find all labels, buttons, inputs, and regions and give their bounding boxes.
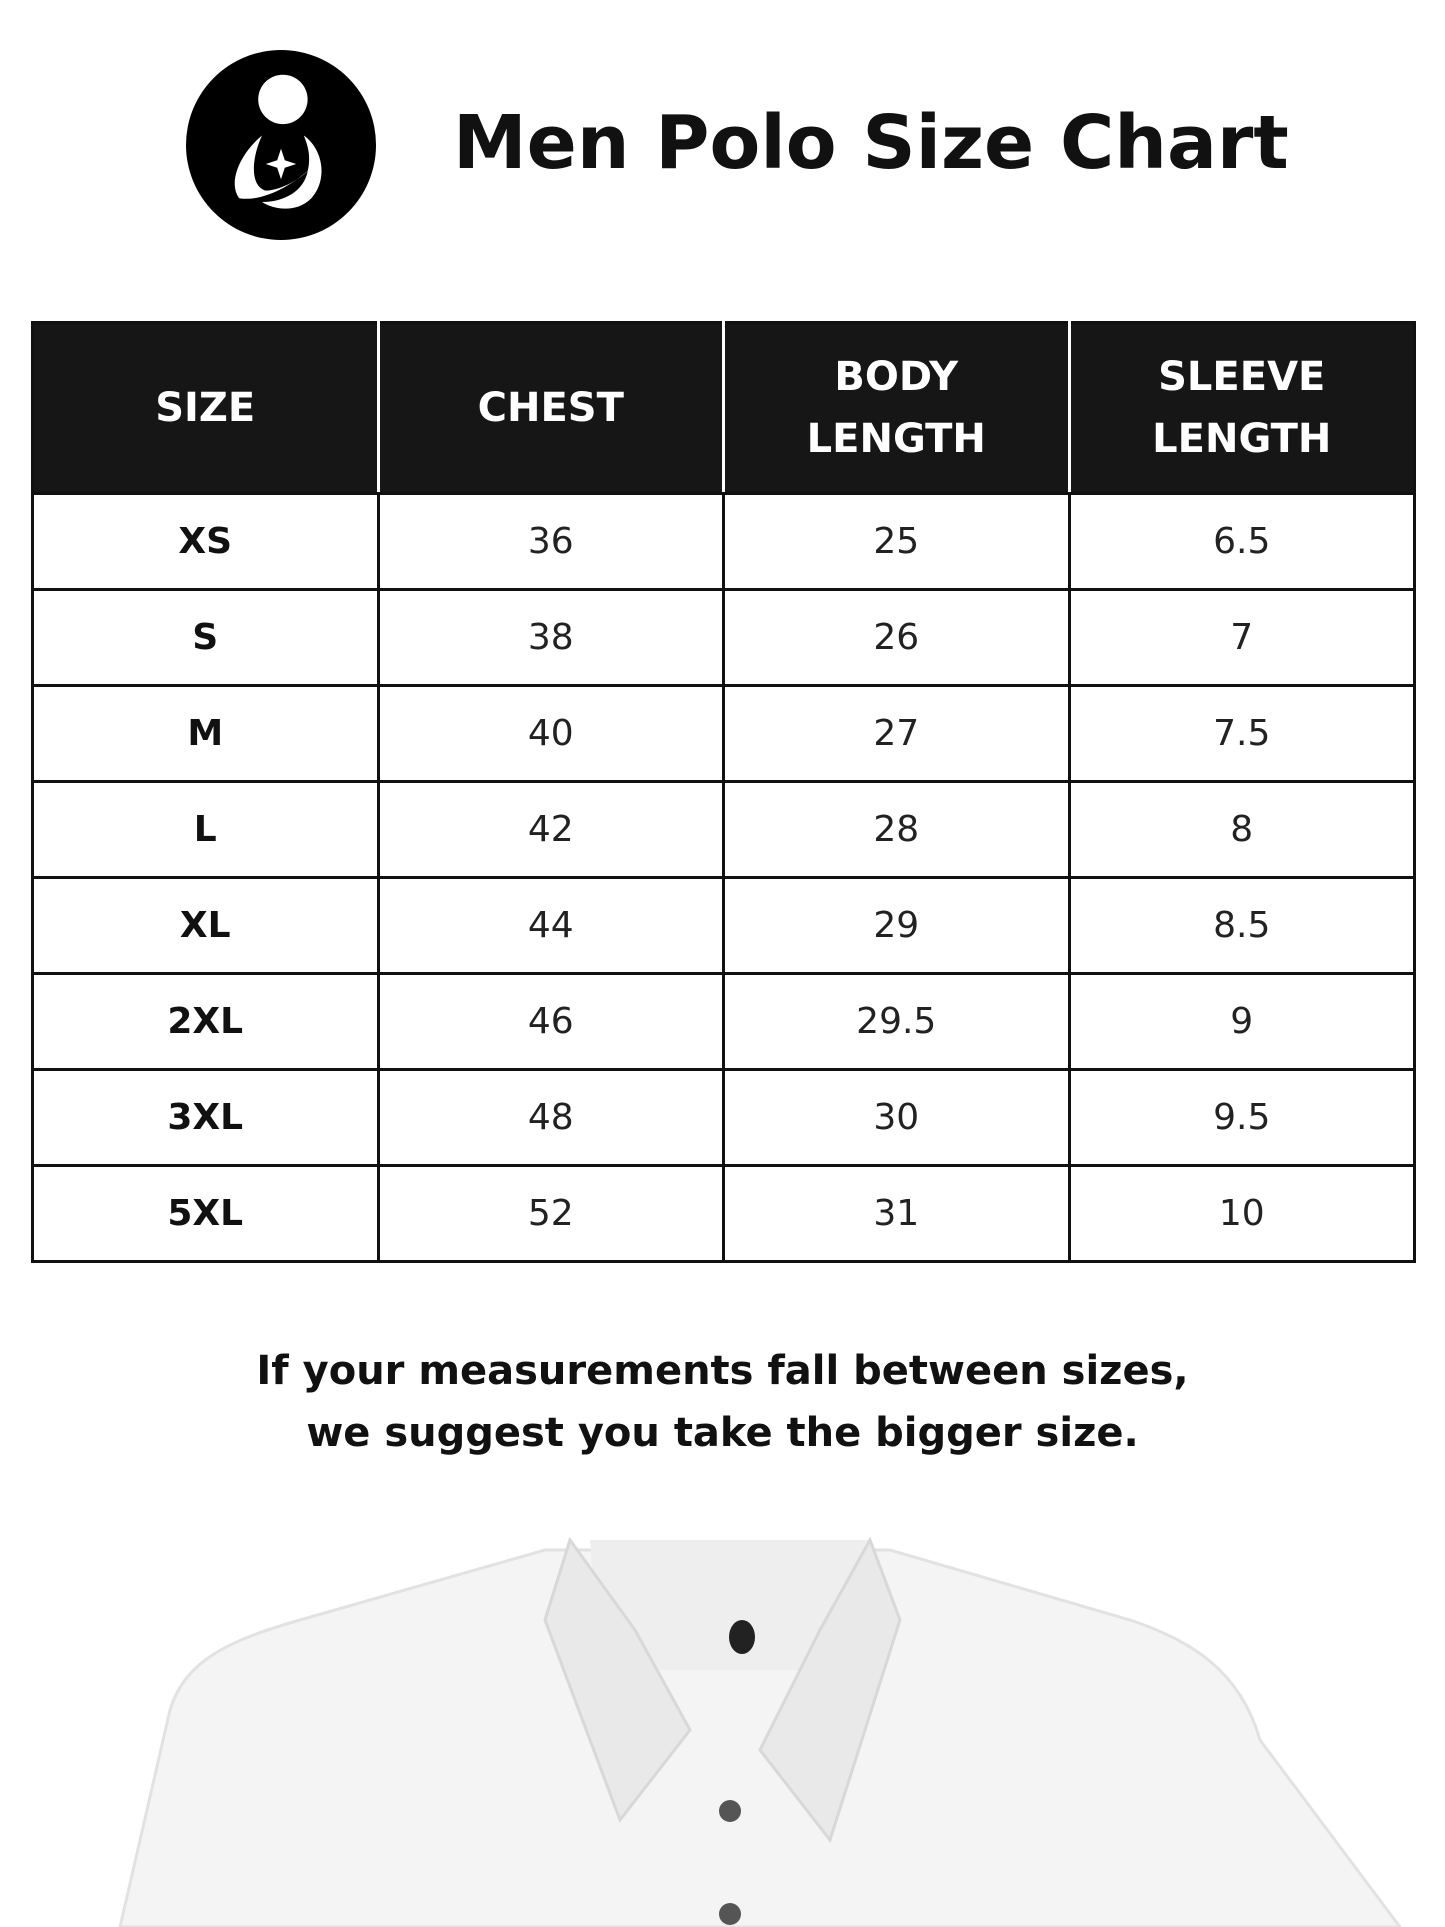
size-cell: XL <box>31 876 380 975</box>
column-header-size: SIZE <box>31 321 380 495</box>
table-row: M 40 27 7.5 <box>31 684 1416 783</box>
sleeve-length-cell: 9 <box>1067 972 1416 1071</box>
column-header-body-length: BODY LENGTH <box>722 321 1071 495</box>
sleeve-length-cell: 9.5 <box>1067 1068 1416 1167</box>
page-title: Men Polo Size Chart <box>453 100 1289 186</box>
sleeve-length-cell: 7.5 <box>1067 684 1416 783</box>
chest-cell: 40 <box>376 684 725 783</box>
sizing-note: If your measurements fall between sizes,… <box>0 1340 1445 1464</box>
sleeve-length-cell: 10 <box>1067 1164 1416 1263</box>
header-text: SLEEVE <box>1158 354 1326 400</box>
label-logo-icon <box>729 1620 755 1654</box>
chest-cell: 46 <box>376 972 725 1071</box>
chest-cell: 44 <box>376 876 725 975</box>
brand-logo-icon <box>186 50 376 240</box>
header-text: BODY <box>834 354 959 400</box>
body-length-cell: 27 <box>722 684 1071 783</box>
table-row: S 38 26 7 <box>31 588 1416 687</box>
table-row: L 42 28 8 <box>31 780 1416 879</box>
body-length-cell: 31 <box>722 1164 1071 1263</box>
sleeve-length-cell: 8.5 <box>1067 876 1416 975</box>
chest-cell: 36 <box>376 492 725 591</box>
chest-cell: 38 <box>376 588 725 687</box>
note-line-2: we suggest you take the bigger size. <box>306 1410 1139 1456</box>
column-header-sleeve-length: SLEEVE LENGTH <box>1067 321 1416 495</box>
polo-shirt-image <box>118 1536 1402 1927</box>
table-row: XL 44 29 8.5 <box>31 876 1416 975</box>
table-header-row: SIZE CHEST BODY LENGTH SLEEVE LENGTH <box>31 321 1416 495</box>
table-row: 3XL 48 30 9.5 <box>31 1068 1416 1167</box>
body-length-cell: 30 <box>722 1068 1071 1167</box>
chest-cell: 48 <box>376 1068 725 1167</box>
header-text: LENGTH <box>806 416 986 462</box>
chest-cell: 42 <box>376 780 725 879</box>
size-cell: L <box>31 780 380 879</box>
sleeve-length-cell: 6.5 <box>1067 492 1416 591</box>
size-cell: 5XL <box>31 1164 380 1263</box>
body-length-cell: 29 <box>722 876 1071 975</box>
body-length-cell: 28 <box>722 780 1071 879</box>
header-text: CHEST <box>477 385 624 431</box>
note-line-1: If your measurements fall between sizes, <box>256 1348 1189 1394</box>
body-length-cell: 29.5 <box>722 972 1071 1071</box>
column-header-chest: CHEST <box>376 321 725 495</box>
chest-cell: 52 <box>376 1164 725 1263</box>
table-row: XS 36 25 6.5 <box>31 492 1416 591</box>
sleeve-length-cell: 8 <box>1067 780 1416 879</box>
sleeve-length-cell: 7 <box>1067 588 1416 687</box>
body-length-cell: 25 <box>722 492 1071 591</box>
size-cell: 3XL <box>31 1068 380 1167</box>
size-cell: M <box>31 684 380 783</box>
size-cell: XS <box>31 492 380 591</box>
size-cell: S <box>31 588 380 687</box>
size-cell: 2XL <box>31 972 380 1071</box>
table-row: 2XL 46 29.5 9 <box>31 972 1416 1071</box>
header-text: LENGTH <box>1152 416 1332 462</box>
table-row: 5XL 52 31 10 <box>31 1164 1416 1263</box>
header-text: SIZE <box>155 385 256 431</box>
body-length-cell: 26 <box>722 588 1071 687</box>
size-chart-table: SIZE CHEST BODY LENGTH SLEEVE LENGTH XS 36 2… <box>31 321 1416 1263</box>
